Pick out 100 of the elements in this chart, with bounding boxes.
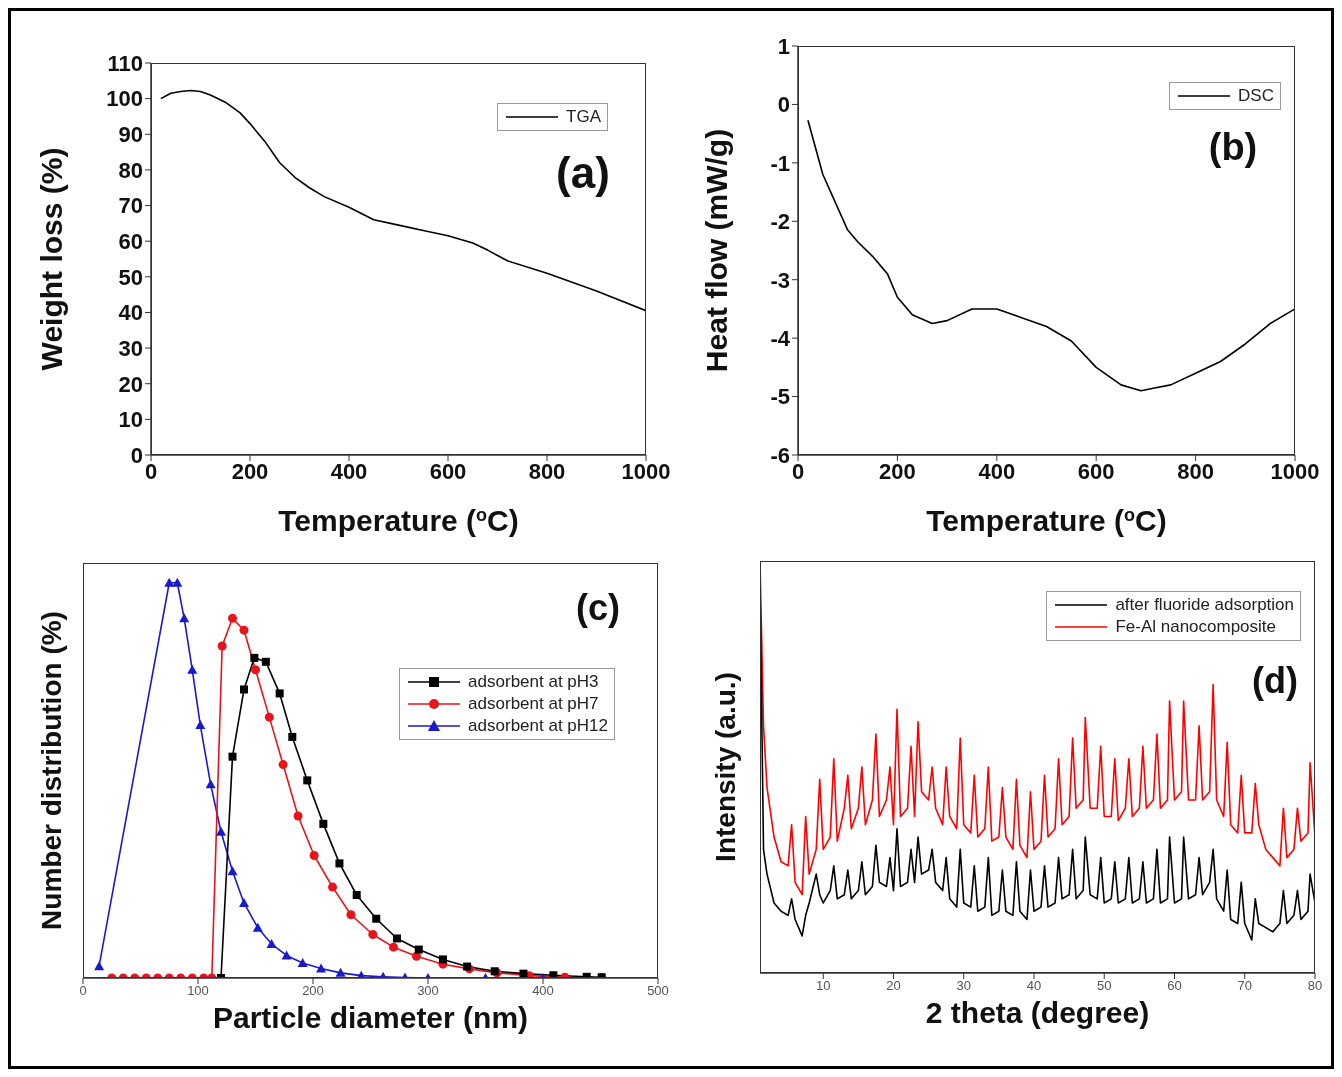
x-tick-label: 800 bbox=[528, 458, 566, 484]
y-axis-title: Weight loss (%) bbox=[34, 147, 68, 371]
point bbox=[252, 922, 263, 932]
y-tick-label: 80 bbox=[118, 157, 143, 183]
point bbox=[414, 945, 423, 954]
x-tick-label: 200 bbox=[302, 983, 324, 999]
y-tick-label: -6 bbox=[770, 442, 790, 468]
point bbox=[297, 957, 308, 967]
x-axis-title: Temperature ($^{o}$C) bbox=[278, 504, 519, 537]
y-tick-label: -5 bbox=[770, 384, 790, 410]
point bbox=[438, 955, 447, 964]
point bbox=[205, 779, 216, 789]
y-tick-label: -2 bbox=[770, 209, 790, 235]
point bbox=[264, 712, 274, 722]
y-tick-label: 70 bbox=[118, 193, 143, 219]
point bbox=[346, 910, 356, 920]
x-tick-label: 20 bbox=[886, 978, 901, 994]
x-tick-label: 200 bbox=[879, 458, 916, 484]
y-tick-label: 20 bbox=[118, 371, 143, 397]
annotation: (c) bbox=[575, 586, 621, 630]
x-tick-label: 1000 bbox=[1270, 458, 1320, 484]
point bbox=[275, 689, 284, 698]
y-tick-label: -3 bbox=[770, 267, 790, 293]
legend-label: adsorbent at pH3 bbox=[468, 671, 599, 693]
x-tick-label: 200 bbox=[231, 458, 269, 484]
y-tick-label: 10 bbox=[118, 407, 143, 433]
annotation: (b) bbox=[1207, 125, 1259, 171]
point bbox=[227, 866, 238, 876]
point bbox=[266, 939, 277, 949]
x-tick-label: 600 bbox=[1077, 458, 1115, 484]
point bbox=[228, 613, 237, 623]
y-tick-label: 90 bbox=[118, 122, 143, 148]
point bbox=[179, 613, 190, 623]
point bbox=[389, 942, 398, 952]
x-tick-label: 10 bbox=[815, 978, 831, 994]
annotation: (a) bbox=[555, 146, 611, 199]
point bbox=[251, 665, 260, 675]
y-tick-label: -4 bbox=[770, 325, 791, 351]
point bbox=[94, 961, 105, 971]
point bbox=[316, 963, 327, 973]
legend-label: TGA bbox=[566, 106, 601, 128]
y-axis-title: Heat flow (mW/g) bbox=[699, 128, 733, 373]
point bbox=[293, 811, 303, 821]
point bbox=[187, 664, 198, 674]
x-tick-label: 800 bbox=[1177, 458, 1214, 484]
legend-label: adsorbent at pH7 bbox=[468, 693, 599, 715]
x-tick-label: 70 bbox=[1237, 978, 1252, 994]
point bbox=[372, 914, 381, 923]
y-tick-label: 0 bbox=[777, 92, 790, 118]
y-tick-label: 1 bbox=[777, 33, 790, 59]
x-axis-title: 2 theta (degree) bbox=[925, 996, 1150, 1029]
point bbox=[303, 776, 312, 785]
y-tick-label: 50 bbox=[118, 264, 143, 290]
y-tick-label: 40 bbox=[118, 300, 143, 326]
y-tick-label: 110 bbox=[107, 50, 143, 76]
line-series bbox=[807, 119, 1295, 392]
legend-label: DSC bbox=[1238, 85, 1274, 107]
y-tick-label: 100 bbox=[106, 86, 143, 112]
x-tick-label: 50 bbox=[1097, 978, 1112, 994]
x-tick-label: 1000 bbox=[621, 458, 671, 484]
legend-label: Fe-Al nanocomposite bbox=[1115, 616, 1277, 638]
y-tick-label: 30 bbox=[118, 335, 143, 361]
point bbox=[278, 760, 288, 770]
x-tick-label: 40 bbox=[1026, 978, 1042, 994]
point bbox=[217, 641, 227, 651]
x-tick-label: 30 bbox=[956, 978, 971, 994]
x-tick-label: 400 bbox=[978, 458, 1016, 484]
y-tick-label: -1 bbox=[770, 150, 790, 176]
x-tick-label: 300 bbox=[417, 983, 439, 999]
legend-label: after fluoride adsorption bbox=[1115, 594, 1294, 616]
point bbox=[335, 967, 346, 977]
point bbox=[239, 625, 249, 635]
point bbox=[250, 653, 259, 662]
x-tick-label: 60 bbox=[1167, 978, 1182, 994]
x-axis-title: Particle diameter (nm) bbox=[212, 1001, 529, 1034]
point bbox=[164, 577, 175, 587]
point bbox=[228, 752, 237, 761]
line-series bbox=[160, 89, 646, 312]
point bbox=[328, 882, 338, 892]
point bbox=[195, 720, 206, 730]
point bbox=[319, 819, 328, 828]
y-axis-title: Intensity (a.u.) bbox=[709, 672, 741, 862]
annotation: (d) bbox=[1251, 659, 1299, 703]
legend-label: adsorbent at pH12 bbox=[468, 715, 608, 737]
y-tick-label: 60 bbox=[118, 228, 143, 254]
point bbox=[368, 930, 378, 940]
y-axis-title: Number distribution (%) bbox=[35, 611, 67, 930]
point bbox=[216, 826, 226, 836]
point bbox=[288, 732, 297, 741]
point bbox=[309, 850, 319, 860]
x-tick-label: 600 bbox=[429, 458, 467, 484]
point bbox=[392, 934, 401, 943]
point bbox=[172, 577, 183, 587]
x-tick-label: 400 bbox=[330, 458, 368, 484]
point bbox=[261, 657, 270, 666]
x-tick-label: 500 bbox=[647, 983, 669, 999]
point bbox=[352, 891, 361, 899]
x-axis-title: Temperature ($^{o}$C) bbox=[926, 504, 1167, 537]
point bbox=[240, 685, 248, 694]
x-tick-label: 80 bbox=[1307, 978, 1323, 994]
